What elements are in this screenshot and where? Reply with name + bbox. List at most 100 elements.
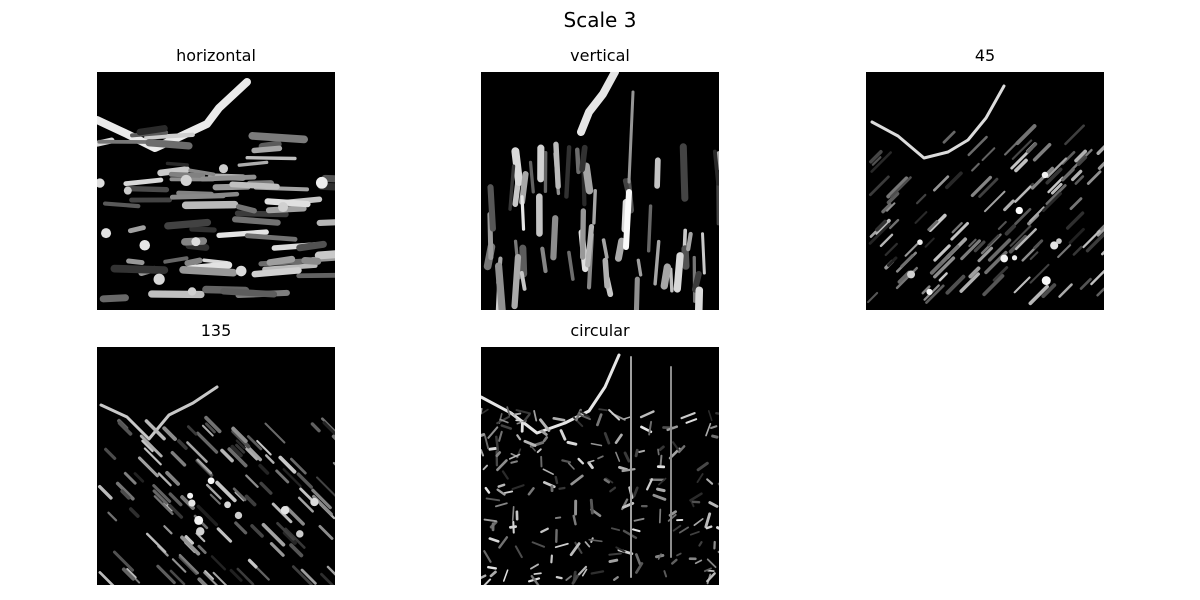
texture-streak <box>602 257 610 289</box>
texture-streak <box>232 487 247 502</box>
texture-streak <box>184 257 203 267</box>
texture-streak <box>179 266 238 277</box>
texture-streak <box>609 486 617 493</box>
texture-streak <box>933 256 956 279</box>
texture-streak <box>264 454 275 464</box>
texture-streak <box>197 577 208 585</box>
texture-streak <box>1085 231 1104 253</box>
texture-streak <box>987 234 1000 247</box>
texture-streak <box>1046 157 1068 179</box>
texture-streak <box>1077 155 1088 166</box>
texture-highlight <box>234 511 243 520</box>
texture-streak <box>533 410 538 422</box>
texture-streak <box>982 274 1005 297</box>
texture-streak <box>579 208 586 260</box>
texture-streak <box>300 568 317 585</box>
texture-streak <box>633 276 640 310</box>
texture-highlight <box>280 506 290 515</box>
texture-streak <box>615 546 626 553</box>
texture-streak <box>571 574 579 585</box>
texture-streak <box>269 542 285 557</box>
texture-streak <box>959 272 980 293</box>
bright-ridge <box>577 72 619 136</box>
texture-streak <box>530 563 540 570</box>
texture-streak <box>577 565 588 576</box>
texture-highlight <box>296 530 304 538</box>
texture-streak <box>889 176 912 199</box>
texture-streak <box>481 449 485 457</box>
texture-highlight <box>278 202 289 213</box>
texture-streak <box>555 575 563 580</box>
texture-streak <box>561 459 572 464</box>
texture-streak <box>282 530 297 545</box>
texture-streak <box>511 147 524 187</box>
texture-streak <box>216 229 269 239</box>
texture-streak <box>552 416 566 422</box>
texture-streak <box>137 456 159 478</box>
texture-streak <box>1045 167 1063 185</box>
texture-streak <box>693 518 704 527</box>
texture-highlight <box>153 273 165 285</box>
texture-streak <box>1032 143 1052 162</box>
texture-streak <box>509 411 520 422</box>
texture-streak <box>695 286 704 310</box>
texture-streak <box>590 442 603 447</box>
texture-streak <box>705 525 713 530</box>
texture-streak <box>933 244 951 262</box>
texture-streak <box>209 493 221 505</box>
texture-streak <box>871 156 882 166</box>
texture-streak <box>246 435 263 451</box>
texture-streak <box>950 221 969 241</box>
texture-streak <box>144 132 195 140</box>
texture-streak <box>316 476 335 497</box>
texture-streak <box>579 410 591 418</box>
texture-streak <box>623 451 631 463</box>
texture-streak <box>488 537 500 543</box>
texture-streak <box>921 285 931 295</box>
texture-streak <box>156 564 176 585</box>
texture-streak <box>136 125 168 136</box>
texture-streak <box>121 567 136 581</box>
texture-streak <box>168 492 183 507</box>
texture-streak <box>229 568 243 582</box>
texture-streak <box>216 527 233 543</box>
texture-highlight <box>97 178 105 188</box>
texture-streak <box>301 257 322 265</box>
texture-streak <box>671 441 680 451</box>
texture-streak <box>538 418 551 432</box>
texture-streak <box>554 475 559 485</box>
texture-streak <box>531 541 546 548</box>
texture-streak <box>588 538 603 543</box>
texture-streak <box>679 143 689 202</box>
texture-streak <box>314 250 335 260</box>
texture-streak <box>501 470 509 480</box>
texture-highlight <box>191 237 201 247</box>
texture-streak <box>261 522 286 547</box>
texture-streak <box>875 219 887 232</box>
texture-streak <box>197 544 207 554</box>
texture-streak <box>657 553 662 560</box>
texture-streak <box>284 527 306 549</box>
texture-streak <box>99 294 129 303</box>
texture-highlight <box>194 515 204 525</box>
texture-streak <box>632 528 641 533</box>
texture-streak <box>553 141 561 190</box>
texture-streak <box>1014 228 1037 251</box>
texture-streak <box>500 424 513 430</box>
texture-streak <box>1028 284 1049 306</box>
texture-streak <box>933 175 950 192</box>
texture-streak <box>716 526 719 530</box>
texture-streak <box>540 429 548 436</box>
texture-streak <box>884 242 898 257</box>
texture-streak <box>597 455 604 460</box>
texture-streak <box>519 244 528 278</box>
texture-streak <box>169 193 226 200</box>
texture-highlight <box>101 228 112 239</box>
texture-streak <box>481 407 483 415</box>
texture-streak <box>259 481 273 495</box>
panel-title-circular: circular <box>570 321 630 340</box>
texture-streak <box>572 514 577 526</box>
texture-streak <box>511 505 515 522</box>
texture-streak <box>520 195 526 231</box>
texture-streak <box>867 291 879 304</box>
